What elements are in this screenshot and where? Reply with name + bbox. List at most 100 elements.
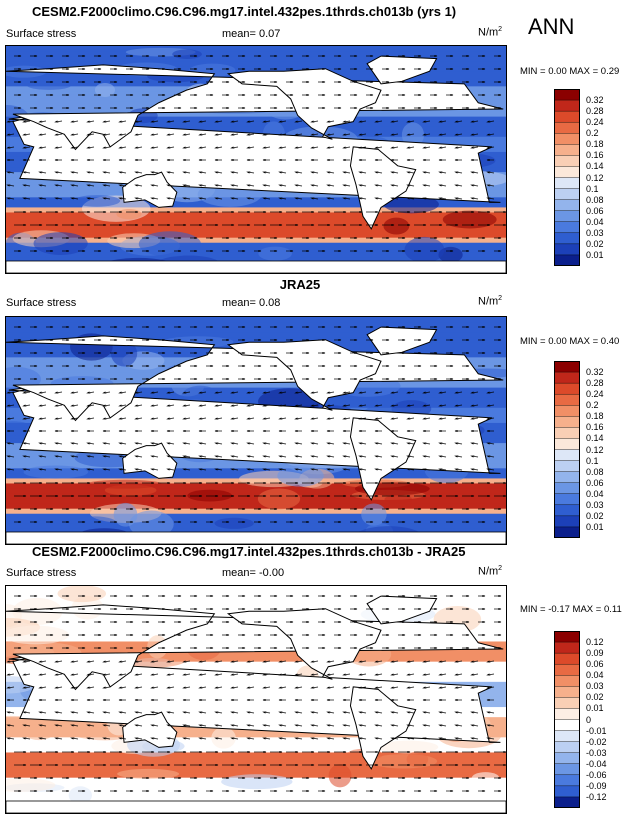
wind-arrowhead	[258, 620, 262, 624]
wind-arrowhead	[178, 377, 182, 381]
wind-arrowhead	[370, 789, 374, 793]
wind-arrowhead	[434, 507, 438, 511]
wind-arrowhead	[358, 417, 363, 420]
wind-arrowhead	[290, 789, 294, 793]
wind-arrowhead	[98, 520, 102, 524]
wind-arrowhead	[130, 607, 134, 611]
field-band	[6, 747, 506, 753]
wind-arrowhead	[50, 364, 54, 368]
wind-arrowhead	[166, 417, 171, 420]
wind-arrowhead	[450, 325, 454, 329]
wind-arrowhead	[503, 481, 506, 485]
wind-arrowhead	[34, 93, 38, 97]
wind-arrowhead	[34, 594, 38, 598]
wind-arrowhead	[450, 236, 454, 240]
wind-arrowhead	[151, 763, 155, 767]
wind-arrowhead	[162, 249, 166, 253]
wind-arrowhead	[406, 158, 410, 162]
wind-arrowhead	[98, 377, 102, 381]
panel1-map	[5, 45, 507, 274]
wind-arrowhead	[466, 594, 470, 598]
wind-arrowhead	[439, 223, 443, 227]
wind-arrowhead	[70, 673, 75, 676]
wind-arrowhead	[246, 158, 250, 162]
wind-arrowhead	[498, 520, 502, 524]
colorbar-swatch	[554, 730, 580, 743]
wind-arrowhead	[342, 737, 347, 740]
wind-arrowhead	[406, 737, 411, 740]
wind-arrowhead	[498, 776, 502, 780]
wind-arrowhead	[22, 417, 27, 420]
wind-arrowhead	[438, 698, 442, 702]
wind-arrowhead	[263, 763, 267, 767]
wind-arrowhead	[358, 711, 363, 714]
wind-arrowhead	[454, 146, 459, 149]
wind-arrowhead	[82, 377, 86, 381]
wind-arrowhead	[274, 620, 278, 624]
wind-arrowhead	[167, 481, 171, 485]
wind-arrowhead	[438, 391, 443, 394]
wind-arrowhead	[322, 351, 326, 355]
field-patch	[73, 195, 121, 207]
wind-arrowhead	[194, 80, 198, 84]
colorbar-tick-label: 0.04	[586, 670, 604, 681]
wind-arrowhead	[422, 391, 427, 394]
wind-arrowhead	[455, 494, 459, 498]
wind-arrowhead	[210, 80, 214, 84]
wind-arrowhead	[226, 106, 230, 110]
wind-arrowhead	[423, 210, 427, 214]
wind-arrowhead	[210, 789, 214, 793]
wind-arrowhead	[103, 223, 107, 227]
wind-arrowhead	[407, 750, 411, 754]
wind-arrowhead	[343, 210, 347, 214]
wind-arrowhead	[310, 442, 315, 445]
wind-arrowhead	[391, 223, 395, 227]
wind-arrowhead	[114, 776, 118, 780]
wind-arrowhead	[38, 724, 43, 727]
wind-arrowhead	[150, 417, 155, 420]
wind-arrowhead	[454, 724, 459, 727]
wind-arrowhead	[322, 236, 326, 240]
colorbar-swatch	[554, 460, 580, 473]
wind-arrowhead	[482, 236, 486, 240]
wind-arrowhead	[23, 750, 27, 754]
wind-arrowhead	[70, 158, 74, 162]
wind-arrowhead	[438, 158, 442, 162]
wind-arrowhead	[215, 481, 219, 485]
wind-arrowhead	[86, 673, 91, 676]
field-patch	[383, 217, 410, 235]
wind-arrowhead	[150, 673, 155, 676]
wind-arrowhead	[34, 236, 38, 240]
wind-arrowhead	[470, 146, 475, 149]
wind-arrowhead	[6, 197, 11, 200]
wind-arrowhead	[162, 646, 166, 650]
wind-arrowhead	[86, 120, 91, 123]
wind-arrowhead	[406, 133, 411, 136]
wind-arrowhead	[130, 325, 134, 329]
wind-arrowhead	[486, 171, 491, 174]
colorbar-swatch	[554, 110, 580, 123]
wind-arrowhead	[422, 133, 427, 136]
wind-arrowhead	[38, 737, 43, 740]
wind-arrowhead	[102, 686, 107, 689]
wind-arrowhead	[498, 93, 502, 97]
wind-arrowhead	[370, 776, 374, 780]
wind-arrowhead	[198, 146, 203, 149]
wind-arrowhead	[294, 184, 299, 187]
wind-arrowhead	[6, 711, 11, 714]
field-band	[6, 56, 506, 62]
wind-arrowhead	[214, 737, 219, 740]
wind-arrowhead	[418, 377, 422, 381]
wind-arrowhead	[294, 391, 299, 394]
wind-arrowhead	[322, 776, 326, 780]
wind-arrowhead	[71, 763, 75, 767]
wind-arrowhead	[182, 146, 187, 149]
wind-arrowhead	[182, 673, 187, 676]
wind-arrowhead	[358, 698, 362, 702]
wind-arrowhead	[482, 54, 486, 58]
wind-arrowhead	[486, 158, 490, 162]
wind-arrowhead	[358, 429, 362, 433]
wind-arrowhead	[406, 184, 411, 187]
wind-arrowhead	[66, 776, 70, 780]
wind-arrowhead	[326, 158, 330, 162]
